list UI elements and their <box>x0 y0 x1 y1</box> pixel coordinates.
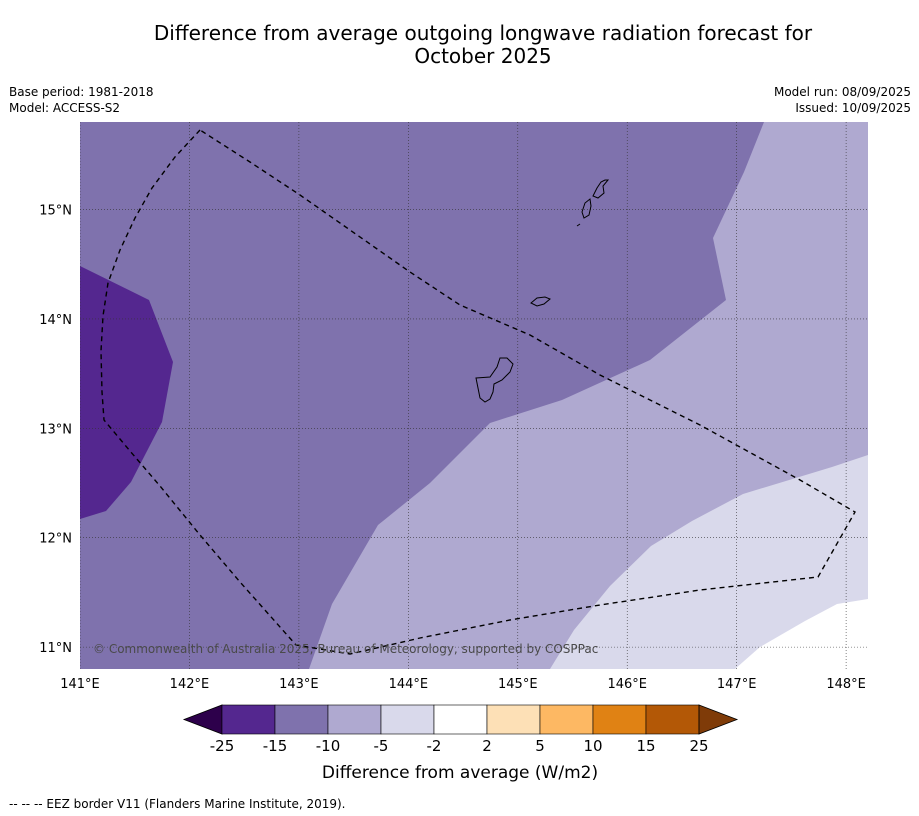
colorbar-tick-label: 2 <box>482 737 492 755</box>
lon-tick-label: 147°E <box>717 677 757 692</box>
colorbar-segment <box>539 704 594 735</box>
colorbar-tick-label: 15 <box>636 737 655 755</box>
colorbar-tick-labels: -25 -15 -10 -5 -2 2 5 10 15 25 <box>210 737 709 755</box>
lon-tick-label: 148°E <box>826 677 866 692</box>
colorbar-segment <box>327 704 382 735</box>
colorbar-segment <box>380 704 435 735</box>
colorbar-segment <box>592 704 647 735</box>
lat-tick-label: 12°N <box>39 532 72 547</box>
lon-tick-label: 142°E <box>170 677 210 692</box>
latitude-labels: 15°N 14°N 13°N 12°N 11°N <box>39 204 72 657</box>
longitude-labels: 141°E 142°E 143°E 144°E 145°E 146°E 147°E 148°E <box>60 677 866 692</box>
colorbar-segment <box>486 704 541 735</box>
map-title: Difference from average outgoing longwav… <box>80 22 886 68</box>
tinian-island-outline <box>576 223 581 227</box>
rota-island-outline <box>530 296 551 307</box>
model-name: Model: ACCESS-S2 <box>9 101 121 115</box>
colorbar-tick-label: -15 <box>263 737 288 755</box>
colorbar-tick-label: -2 <box>427 737 442 755</box>
colorbar-extend-high <box>698 704 739 735</box>
aguijan-island-outline <box>581 198 592 219</box>
colorbar-extend-low <box>182 704 223 735</box>
lat-tick-label: 13°N <box>39 422 72 437</box>
lat-tick-label: 11°N <box>39 641 72 656</box>
lat-tick-label: 14°N <box>39 313 72 328</box>
lat-tick-label: 15°N <box>39 204 72 219</box>
title-line-2: October 2025 <box>414 44 552 68</box>
eez-footnote: -- -- -- EEZ border V11 (Flanders Marine… <box>9 797 346 811</box>
map-figure: © Commonwealth of Australia 2025, Bureau… <box>39 122 868 783</box>
guam-island-outline <box>475 357 514 403</box>
lon-tick-label: 144°E <box>389 677 429 692</box>
anomaly-band-minus25-to-minus15 <box>80 266 173 519</box>
eez-border <box>100 129 856 655</box>
gridlines <box>80 122 868 669</box>
colorbar-segment <box>274 704 329 735</box>
title-line-1: Difference from average outgoing longwav… <box>153 21 813 45</box>
lon-tick-label: 141°E <box>60 677 100 692</box>
map-plot-area: © Commonwealth of Australia 2025, Bureau… <box>80 122 868 669</box>
colorbar-tick-label: 10 <box>583 737 602 755</box>
colorbar-label: Difference from average (W/m2) <box>322 763 598 783</box>
lon-tick-label: 145°E <box>498 677 538 692</box>
issued-date: Issued: 10/09/2025 <box>795 101 911 115</box>
copyright-notice: © Commonwealth of Australia 2025, Bureau… <box>93 642 598 656</box>
colorbar-segment <box>221 704 276 735</box>
colorbar <box>182 704 739 735</box>
anomaly-band-minus2-to-2 <box>735 599 868 669</box>
colorbar-tick-label: -5 <box>374 737 389 755</box>
colorbar-tick-label: 25 <box>689 737 708 755</box>
colorbar-tick-label: 5 <box>535 737 545 755</box>
lon-tick-label: 143°E <box>279 677 319 692</box>
islands <box>475 179 610 403</box>
base-period: Base period: 1981-2018 <box>9 85 154 99</box>
model-run: Model run: 08/09/2025 <box>773 85 911 99</box>
colorbar-segment <box>433 704 488 735</box>
colorbar-tick-label: -25 <box>210 737 235 755</box>
colorbar-segment <box>645 704 700 735</box>
colorbar-tick-label: -10 <box>316 737 341 755</box>
meta-left: Base period: 1981-2018 Model: ACCESS-S2 <box>9 84 154 116</box>
lon-tick-label: 146°E <box>607 677 647 692</box>
meta-right: Model run: 08/09/2025 Issued: 10/09/2025 <box>774 84 911 116</box>
anomaly-band-minus5-to-minus2 <box>550 455 868 669</box>
saipan-island-outline <box>592 179 610 199</box>
